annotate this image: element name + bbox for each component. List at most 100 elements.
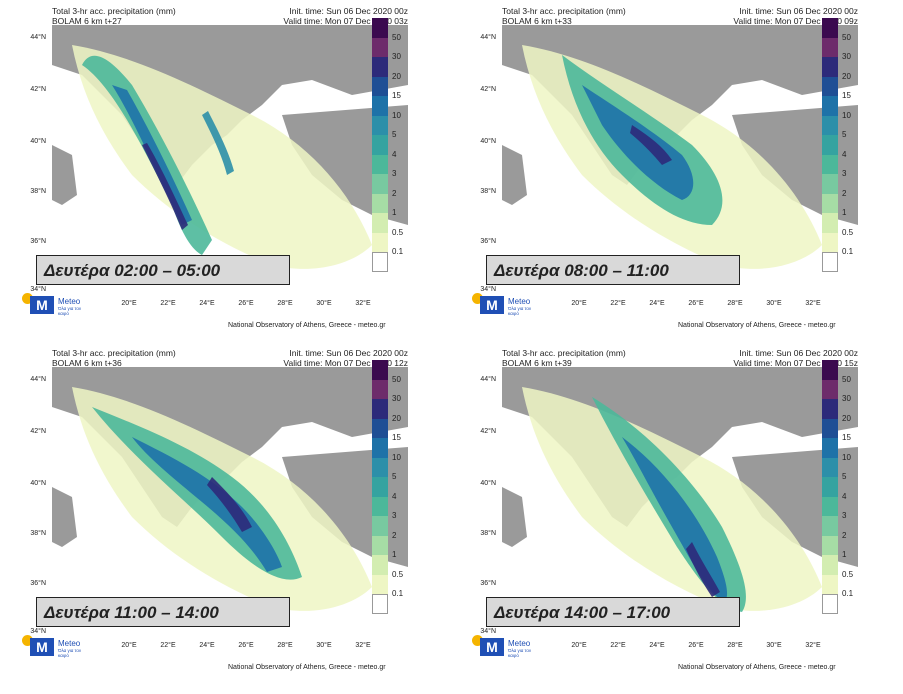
colorbar-label: 2 — [842, 530, 847, 540]
panel-init-time: Init. time: Sun 06 Dec 2020 00z — [739, 6, 858, 16]
lon-label: 22°E — [160, 642, 176, 649]
lat-label: 40°N — [480, 138, 496, 145]
colorbar-swatch — [372, 57, 388, 77]
colorbar-label: 0.1 — [392, 589, 404, 598]
colorbar-label: 4 — [392, 149, 397, 159]
panel-header-left: Total 3-hr acc. precipitation (mm) BOLAM… — [502, 348, 626, 368]
colorbar-label: 4 — [842, 149, 847, 159]
colorbar-label: 30 — [842, 394, 851, 403]
colorbar-label: 15 — [392, 91, 401, 100]
colorbar-swatch — [372, 457, 388, 477]
time-range-caption: Δευτέρα 08:00 – 11:00 — [486, 255, 740, 285]
colorbar-swatch — [822, 154, 838, 174]
panel-title: Total 3-hr acc. precipitation (mm) — [502, 348, 626, 358]
colorbar-swatch — [822, 594, 838, 614]
colorbar-label: 50 — [392, 374, 401, 384]
colorbar-swatch — [822, 574, 838, 594]
colorbar-swatch — [372, 76, 388, 96]
colorbar-swatch — [372, 37, 388, 57]
colorbar-label: 15 — [842, 91, 851, 100]
colorbar-label: 3 — [842, 169, 847, 178]
colorbar-swatch — [372, 555, 388, 575]
time-range-caption: Δευτέρα 11:00 – 14:00 — [36, 597, 290, 627]
colorbar-label: 1 — [392, 208, 397, 217]
lon-label: 28°E — [277, 642, 293, 649]
colorbar-label: 0.5 — [392, 569, 404, 579]
footer-credit: National Observatory of Athens, Greece -… — [678, 322, 836, 329]
colorbar-label: 15 — [842, 433, 851, 442]
colorbar-swatch — [822, 193, 838, 213]
lat-label: 38°N — [480, 530, 496, 537]
colorbar-swatch — [822, 37, 838, 57]
lat-label: 42°N — [480, 86, 496, 93]
colorbar-label: 0.1 — [392, 247, 404, 256]
colorbar-label: 4 — [842, 491, 847, 501]
lat-label: 38°N — [480, 188, 496, 195]
panel-valid-time: Valid time: Mon 07 Dec 2020 15z — [733, 358, 858, 368]
colorbar-swatch — [372, 399, 388, 419]
colorbar-swatch — [822, 418, 838, 438]
colorbar-label: 2 — [392, 188, 397, 198]
lon-label: 28°E — [727, 300, 743, 307]
lon-label: 32°E — [355, 300, 371, 307]
colorbar-swatch — [822, 477, 838, 497]
lat-label: 44°N — [30, 376, 46, 383]
colorbar-label: 20 — [842, 71, 851, 81]
colorbar-swatch — [822, 535, 838, 555]
colorbar-label: 3 — [392, 511, 397, 520]
lat-label: 34°N — [30, 286, 46, 293]
lat-label: 36°N — [30, 238, 46, 245]
lat-label: 42°N — [30, 86, 46, 93]
colorbar-swatch — [822, 516, 838, 536]
lon-label: 28°E — [277, 300, 293, 307]
lat-label: 44°N — [30, 34, 46, 41]
colorbar-label: 3 — [842, 511, 847, 520]
colorbar-label: 0.5 — [392, 227, 404, 237]
lat-label: 38°N — [30, 530, 46, 537]
colorbar-swatch — [372, 193, 388, 213]
lon-label: 20°E — [121, 642, 137, 649]
colorbar-label: 10 — [842, 110, 851, 120]
logo-tagline: Όλα για τον καιρό — [508, 648, 532, 658]
lon-label: 30°E — [766, 642, 782, 649]
meteo-logo: M Meteo Όλα για τον καιρό — [472, 293, 542, 317]
colorbar-swatch — [822, 555, 838, 575]
lon-label: 32°E — [355, 642, 371, 649]
forecast-panel-1: Total 3-hr acc. precipitation (mm) BOLAM… — [2, 2, 442, 342]
logo-name: Meteo — [58, 639, 81, 648]
colorbar-swatch — [822, 115, 838, 135]
colorbar-label: 5 — [392, 130, 397, 139]
colorbar-label: 5 — [842, 130, 847, 139]
lon-label: 22°E — [610, 300, 626, 307]
colorbar-swatch — [822, 96, 838, 116]
logo-tagline: Όλα για τον καιρό — [58, 306, 82, 316]
colorbar-swatch — [822, 496, 838, 516]
colorbar-swatch — [822, 174, 838, 194]
colorbar-swatch — [372, 154, 388, 174]
panel-model: BOLAM 6 km t+27 — [52, 16, 122, 26]
time-range-caption: Δευτέρα 02:00 – 05:00 — [36, 255, 290, 285]
lat-label: 44°N — [480, 376, 496, 383]
logo-name: Meteo — [58, 297, 81, 306]
colorbar-label: 0.1 — [842, 247, 854, 256]
colorbar-swatch — [822, 252, 838, 272]
lon-label: 32°E — [805, 642, 821, 649]
footer-credit: National Observatory of Athens, Greece -… — [228, 664, 386, 671]
lon-label: 22°E — [610, 642, 626, 649]
colorbar-label: 10 — [392, 452, 401, 462]
colorbar — [372, 18, 388, 272]
lat-label: 40°N — [480, 480, 496, 487]
forecast-panel-2: Total 3-hr acc. precipitation (mm) BOLAM… — [452, 2, 892, 342]
colorbar-label: 20 — [392, 413, 401, 423]
colorbar-swatch — [822, 379, 838, 399]
lat-label: 36°N — [30, 580, 46, 587]
lat-label: 40°N — [30, 138, 46, 145]
colorbar-swatch — [372, 574, 388, 594]
colorbar-label: 5 — [842, 472, 847, 481]
precipitation-map — [52, 25, 408, 301]
colorbar-swatch — [822, 213, 838, 233]
sun-icon — [22, 293, 33, 304]
colorbar-label: 30 — [392, 394, 401, 403]
lon-label: 20°E — [571, 300, 587, 307]
meteo-logo: M Meteo Όλα για τον καιρό — [472, 635, 542, 659]
